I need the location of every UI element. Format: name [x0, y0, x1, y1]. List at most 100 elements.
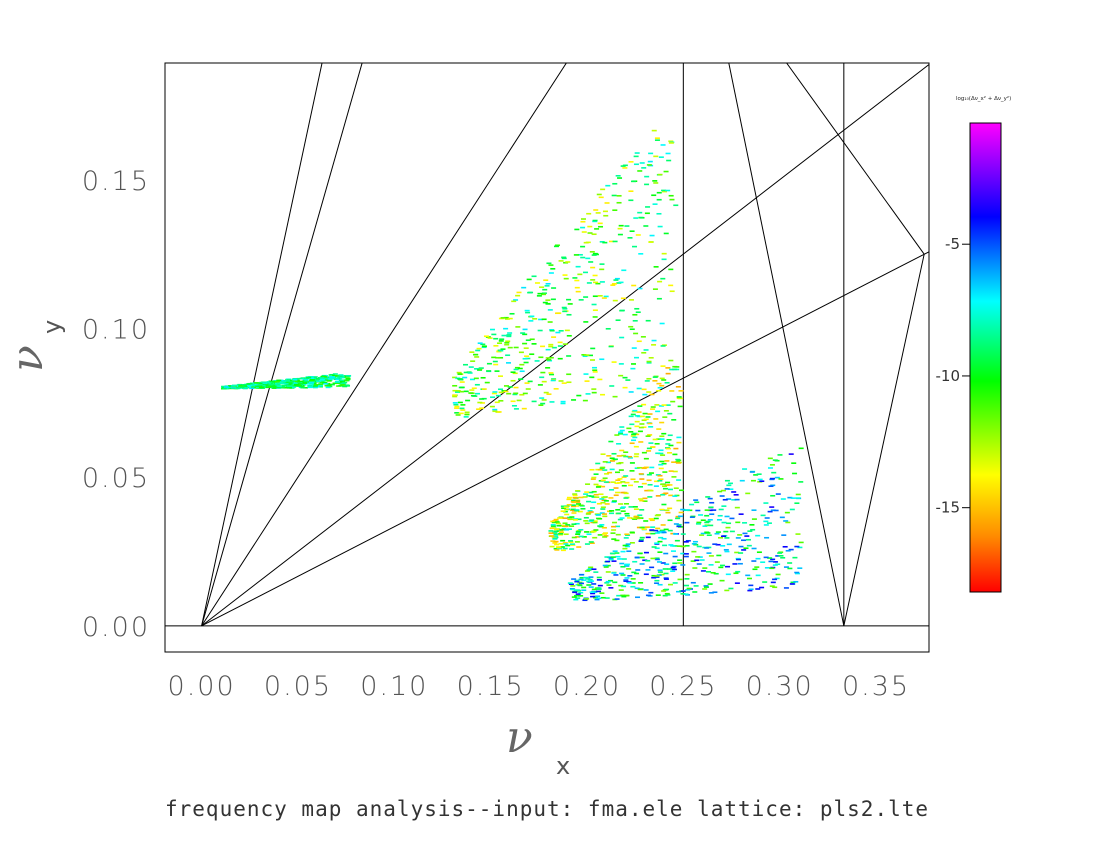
fma-point	[630, 435, 636, 437]
fma-point	[559, 531, 565, 534]
fma-point	[723, 530, 729, 533]
fma-point	[627, 582, 633, 584]
fma-point	[683, 555, 689, 558]
fma-point	[668, 444, 674, 447]
fma-point	[661, 404, 667, 406]
fma-point	[575, 533, 581, 536]
fma-point	[697, 556, 703, 558]
fma-point	[595, 282, 601, 285]
fma-point	[643, 457, 649, 460]
fma-point	[664, 588, 670, 591]
fma-point	[334, 381, 340, 384]
fma-point	[677, 545, 683, 547]
fma-point	[566, 298, 572, 301]
fma-point	[671, 565, 677, 568]
fma-point	[769, 585, 775, 587]
fma-point	[561, 528, 567, 530]
fma-point	[618, 281, 624, 284]
fma-point	[763, 502, 769, 504]
fma-point	[473, 377, 479, 380]
fma-point	[657, 474, 663, 477]
fma-point	[480, 343, 486, 346]
fma-point	[580, 507, 586, 510]
fma-point	[726, 522, 732, 525]
fma-point	[652, 288, 658, 290]
fma-point	[572, 493, 578, 495]
fma-point	[745, 492, 751, 495]
fma-point	[549, 545, 555, 548]
fma-point	[600, 596, 606, 599]
fma-point	[477, 401, 483, 404]
fma-point	[570, 585, 576, 587]
fma-point	[657, 386, 663, 389]
fma-point	[671, 568, 677, 571]
resonance-line	[728, 63, 845, 626]
fma-point	[495, 356, 501, 359]
fma-point	[621, 476, 627, 478]
fma-point	[627, 457, 633, 459]
fma-point	[683, 509, 689, 512]
fma-point	[795, 493, 801, 496]
fma-point	[588, 491, 594, 494]
fma-point	[465, 399, 471, 402]
fma-point	[679, 489, 685, 492]
fma-point	[648, 426, 654, 428]
fma-point	[735, 558, 741, 561]
fma-point	[647, 413, 653, 415]
fma-point	[609, 457, 615, 460]
fma-point	[648, 241, 654, 243]
fma-point	[654, 543, 660, 545]
fma-point	[591, 388, 597, 390]
fma-point	[283, 382, 289, 385]
fma-point	[636, 411, 642, 413]
fma-point	[739, 479, 745, 482]
fma-point	[559, 524, 565, 527]
fma-point	[524, 355, 530, 358]
fma-point	[516, 291, 522, 294]
fma-point	[542, 301, 548, 304]
fma-point	[643, 520, 649, 522]
fma-point	[584, 543, 590, 545]
fma-point	[518, 378, 524, 380]
fma-point	[513, 386, 519, 389]
fma-point	[321, 376, 327, 378]
fma-point	[576, 394, 582, 397]
fma-point	[649, 466, 655, 469]
fma-point	[496, 350, 502, 353]
fma-point	[637, 405, 643, 407]
fma-point	[600, 479, 606, 482]
fma-point	[540, 402, 546, 405]
fma-point	[618, 433, 624, 435]
fma-point	[764, 566, 770, 569]
fma-point	[656, 530, 662, 533]
fma-point	[770, 581, 776, 584]
fma-point	[773, 509, 779, 512]
fma-point	[564, 329, 570, 332]
fma-point	[344, 375, 350, 378]
fma-point	[575, 597, 581, 599]
x-tick-label: 0.15	[457, 671, 525, 702]
fma-point	[538, 356, 544, 359]
fma-point	[581, 354, 587, 356]
fma-point	[747, 530, 753, 532]
fma-point	[302, 386, 308, 389]
fma-point	[497, 388, 503, 391]
fma-point	[592, 274, 598, 277]
fma-point	[672, 495, 678, 497]
fma-point	[619, 336, 625, 339]
fma-point	[322, 381, 328, 384]
fma-point	[795, 497, 801, 499]
fma-point	[655, 452, 661, 455]
fma-point	[646, 377, 652, 380]
fma-point	[651, 129, 657, 132]
fma-point	[629, 442, 635, 445]
fma-point	[798, 541, 804, 544]
fma-point	[567, 582, 573, 584]
fma-point	[750, 479, 756, 482]
fma-point	[641, 467, 647, 470]
fma-point	[597, 534, 603, 536]
fma-point	[507, 386, 513, 388]
fma-point	[769, 506, 775, 508]
y-axis-label: ν y	[2, 320, 66, 372]
fma-point	[615, 508, 621, 511]
